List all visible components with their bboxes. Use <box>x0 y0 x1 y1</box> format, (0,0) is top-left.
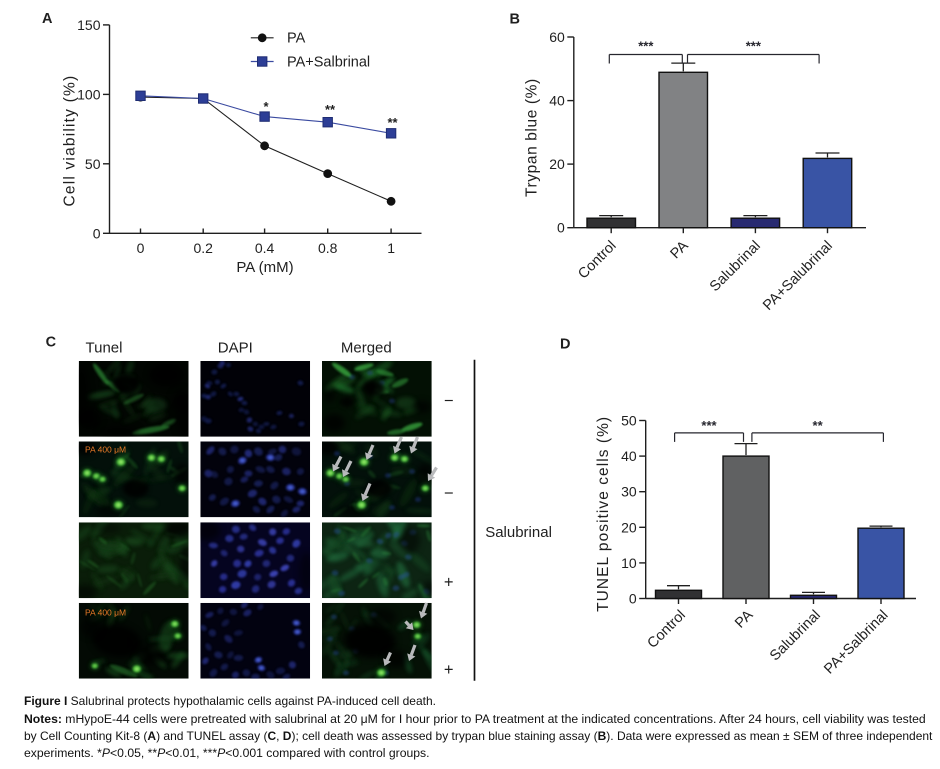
svg-text:PA+Salbrinal: PA+Salbrinal <box>821 607 891 677</box>
svg-text:**: ** <box>813 418 824 433</box>
svg-text:0.8: 0.8 <box>318 240 338 256</box>
svg-text:***: *** <box>746 39 762 54</box>
svg-text:20: 20 <box>621 519 637 535</box>
svg-text:40: 40 <box>549 93 565 109</box>
svg-text:*: * <box>263 99 269 114</box>
svg-text:0.2: 0.2 <box>193 240 213 256</box>
svg-text:Salubrinal: Salubrinal <box>767 607 824 664</box>
svg-text:**: ** <box>387 115 398 130</box>
svg-text:PA: PA <box>732 607 756 631</box>
svg-text:Control: Control <box>645 607 689 651</box>
svg-text:PA: PA <box>287 31 306 47</box>
svg-text:0: 0 <box>629 591 637 607</box>
svg-text:PA 400 μM: PA 400 μM <box>85 607 126 617</box>
svg-text:0: 0 <box>137 240 145 256</box>
svg-text:+: + <box>444 661 454 679</box>
svg-text:***: *** <box>701 418 717 433</box>
svg-text:PA: PA <box>667 238 691 262</box>
svg-text:B: B <box>510 12 520 28</box>
svg-text:TUNEL positive cells (%): TUNEL positive cells (%) <box>595 416 612 612</box>
svg-text:50: 50 <box>85 156 101 172</box>
svg-text:**: ** <box>325 102 336 117</box>
svg-text:50: 50 <box>621 413 637 429</box>
svg-text:20: 20 <box>549 156 565 172</box>
svg-text:Cell viability (%): Cell viability (%) <box>62 75 79 207</box>
svg-text:0: 0 <box>93 225 101 241</box>
svg-text:A: A <box>42 11 53 27</box>
svg-text:40: 40 <box>621 448 637 464</box>
svg-text:−: − <box>444 392 454 410</box>
svg-text:C: C <box>46 335 57 351</box>
svg-text:60: 60 <box>549 29 565 45</box>
svg-text:Merged: Merged <box>341 340 392 357</box>
svg-text:10: 10 <box>621 555 637 571</box>
svg-text:DAPI: DAPI <box>218 340 253 357</box>
svg-text:D: D <box>560 337 570 353</box>
svg-text:0: 0 <box>557 220 565 236</box>
svg-text:−: − <box>444 485 454 503</box>
svg-text:0.4: 0.4 <box>255 240 275 256</box>
svg-text:PA+Salubrinal: PA+Salubrinal <box>760 238 836 314</box>
svg-text:Tunel: Tunel <box>86 340 123 357</box>
svg-text:PA 400 μM: PA 400 μM <box>85 444 126 454</box>
svg-text:***: *** <box>638 39 654 54</box>
svg-text:30: 30 <box>621 484 637 500</box>
svg-text:1: 1 <box>387 240 395 256</box>
svg-text:Control: Control <box>575 238 619 282</box>
svg-text:PA+Salbrinal: PA+Salbrinal <box>287 54 370 70</box>
svg-text:Salubrinal: Salubrinal <box>707 238 764 295</box>
svg-text:Trypan blue (%): Trypan blue (%) <box>524 78 541 197</box>
svg-text:150: 150 <box>77 17 101 33</box>
svg-text:Salubrinal: Salubrinal <box>485 524 552 541</box>
svg-text:PA (mM): PA (mM) <box>236 259 293 276</box>
svg-text:+: + <box>444 573 454 591</box>
svg-text:100: 100 <box>77 86 101 102</box>
